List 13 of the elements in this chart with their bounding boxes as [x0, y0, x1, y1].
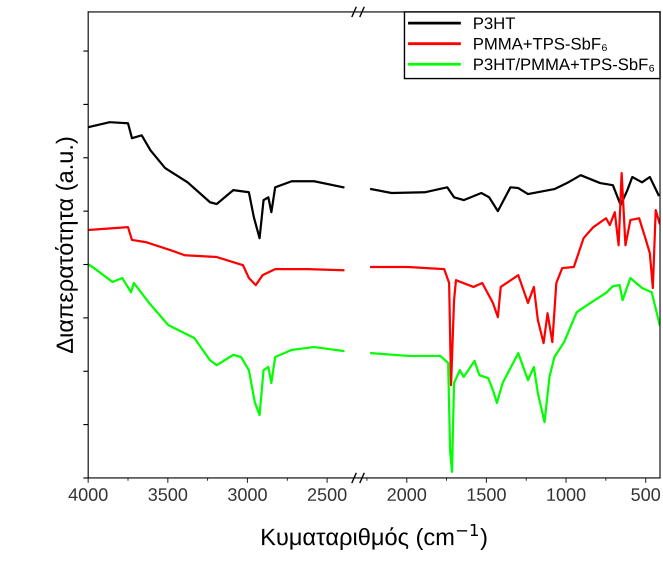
x-tick-label: 4000	[68, 488, 108, 501]
legend-label: PMMA+TPS-SbF₆	[474, 37, 607, 52]
legend-label: P3HT	[474, 17, 516, 30]
x-tick-label: 3500	[148, 488, 188, 501]
x-tick-label: 3000	[228, 488, 267, 501]
x-tick-label: 2000	[388, 488, 426, 501]
x-tick-label: 2500	[308, 488, 346, 501]
x-axis-title: Κυματαριθμός (cm$^{−1}$)	[262, 524, 487, 550]
y-axis-title: Διαπερατότητα (a.u.)	[55, 138, 78, 353]
x-tick-label: 1500	[468, 488, 506, 501]
legend-label: P3HT/PMMA+TPS-SbF₆	[474, 58, 654, 72]
x-tick-label: 500	[631, 488, 660, 501]
x-tick-label: 1000	[547, 488, 586, 501]
